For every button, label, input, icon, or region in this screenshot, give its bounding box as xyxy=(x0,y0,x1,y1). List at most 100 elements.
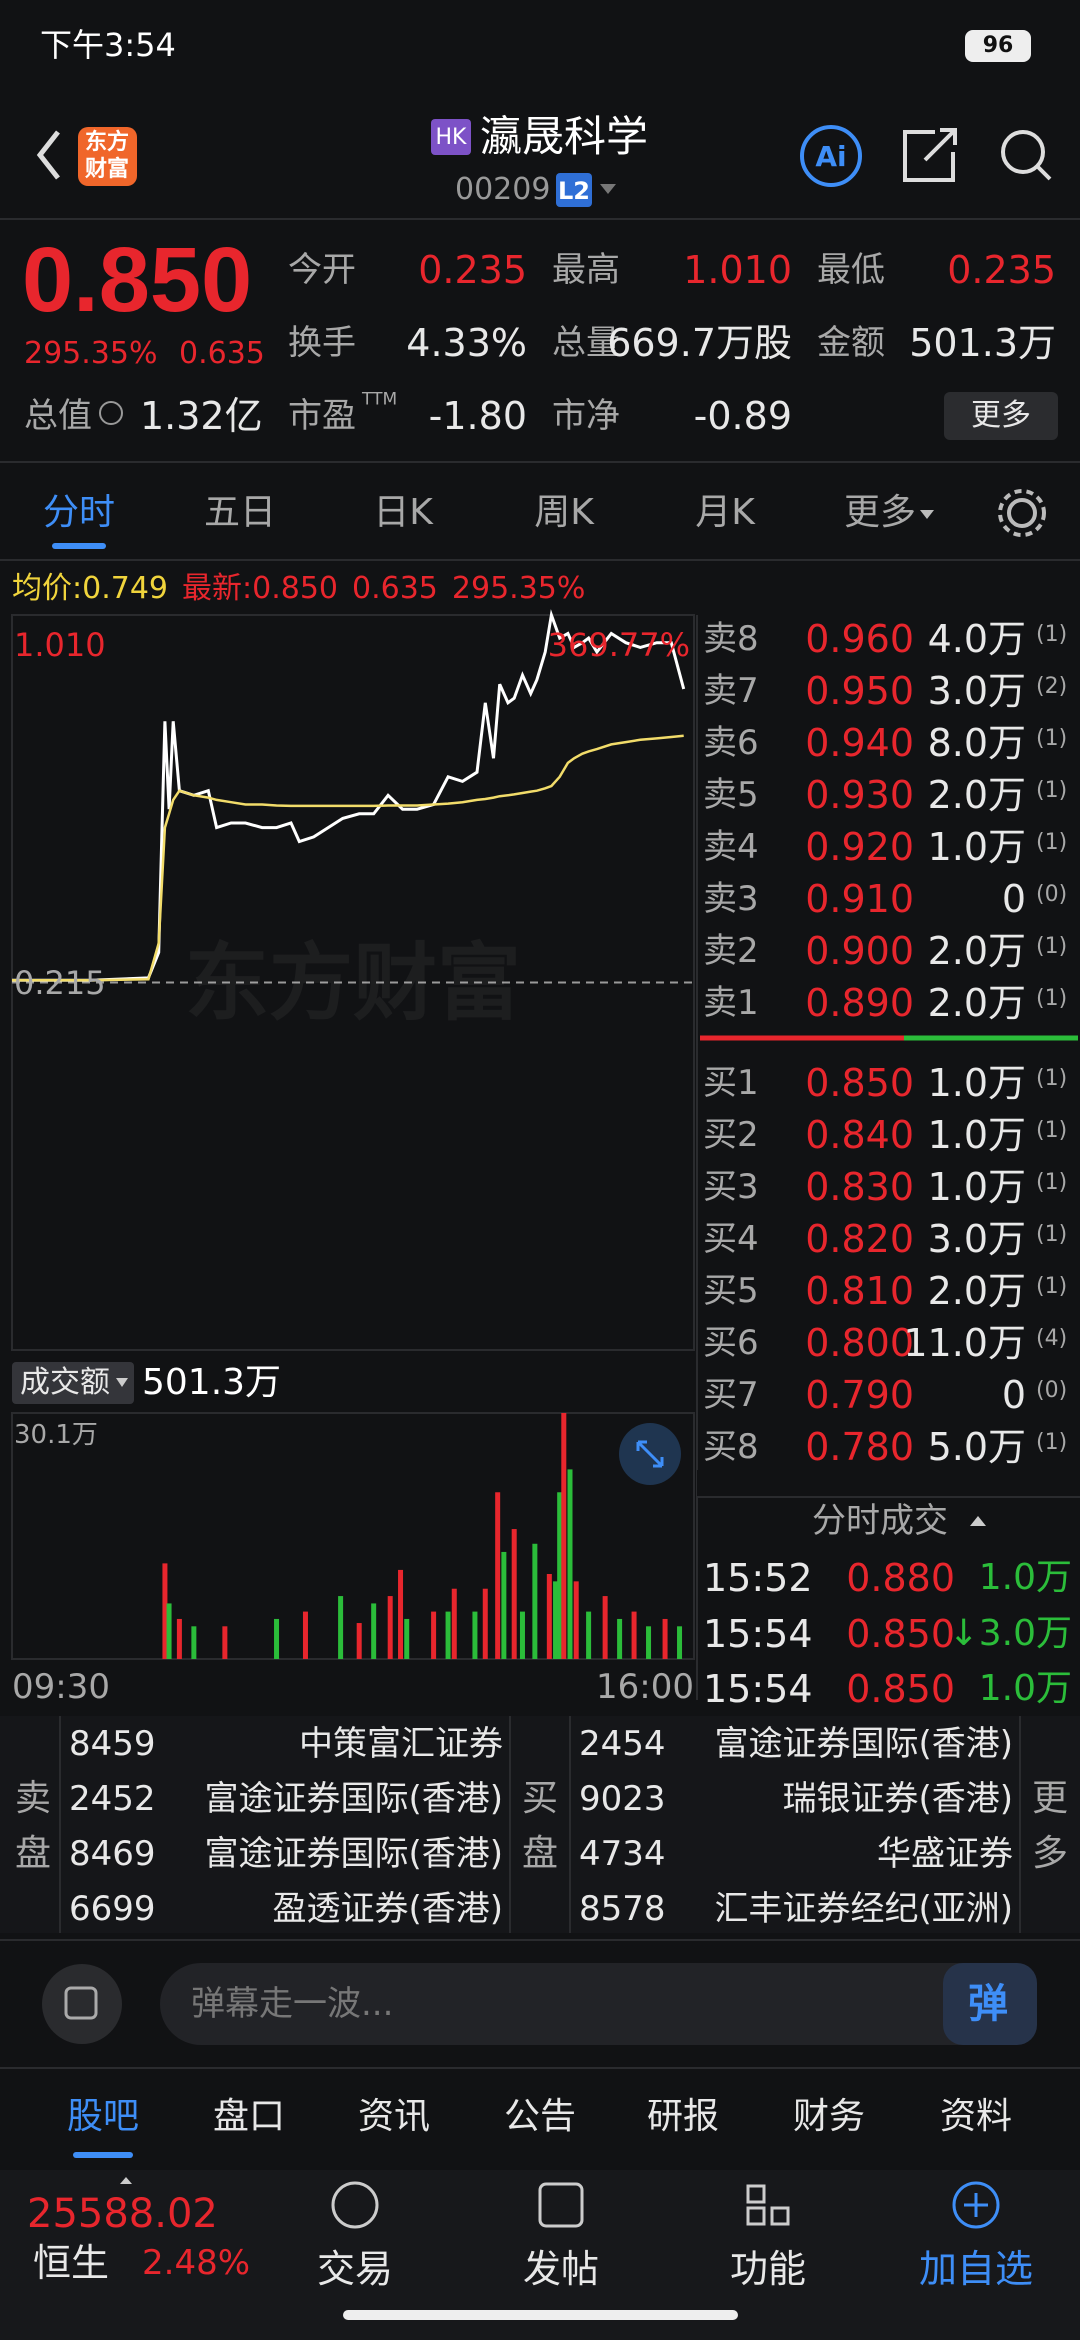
tab[interactable]: 日K xyxy=(373,492,433,533)
volume-bar xyxy=(553,1581,559,1659)
book-label: 买8 xyxy=(703,1427,759,1467)
x-tick-label: 16:00 xyxy=(596,1667,694,1707)
book-count: (1) xyxy=(1036,934,1068,959)
y-tick-label: 0.215 xyxy=(14,963,106,1002)
book-count: (2) xyxy=(1036,674,1068,699)
change: 0.635 xyxy=(179,336,265,371)
book-count: (1) xyxy=(1036,986,1068,1011)
book-count: (0) xyxy=(1036,882,1068,907)
danmaku-button[interactable] xyxy=(943,1963,1037,2045)
func-icon xyxy=(746,2184,766,2204)
more-brokers[interactable]: 多 xyxy=(1031,1833,1069,1874)
nav-item[interactable]: 交易 xyxy=(316,2247,394,2291)
broker-code: 8578 xyxy=(579,1889,666,1929)
func-icon xyxy=(746,2206,766,2226)
caret xyxy=(970,1516,986,1526)
more-brokers[interactable]: 更 xyxy=(1031,1778,1069,1819)
book-volume: 3.0万 xyxy=(927,669,1026,713)
bottom-tab[interactable]: 盘口 xyxy=(212,2096,286,2137)
book-count: (1) xyxy=(1036,622,1068,647)
bottom-tab[interactable]: 股吧 xyxy=(66,2096,140,2137)
chart-info: 均价:0.749 最新:0.850 0.635 295.35% xyxy=(12,574,585,604)
ai-icon: Ai xyxy=(815,140,846,173)
book-label: 卖5 xyxy=(703,775,759,815)
tab-underline xyxy=(52,543,106,549)
bottom-tab[interactable]: 研报 xyxy=(646,2096,720,2137)
add-plus xyxy=(964,2193,988,2217)
book-label: 卖2 xyxy=(703,931,759,971)
bottom-tab[interactable]: 公告 xyxy=(503,2096,577,2137)
volume-selector[interactable] xyxy=(12,1362,134,1404)
info-icon[interactable] xyxy=(99,401,123,425)
book-volume: 5.0万 xyxy=(927,1425,1026,1469)
info-avg-label: 均价: xyxy=(12,571,83,606)
index-value: 25588.02 xyxy=(27,2191,218,2237)
comment-placeholder[interactable]: 弹幕走一波... xyxy=(191,1984,394,2024)
volume-bar xyxy=(573,1581,579,1659)
trades-title[interactable]: 分时成交 xyxy=(812,1501,948,1541)
tab[interactable]: 五日 xyxy=(203,492,277,533)
bottom-tab[interactable]: 资讯 xyxy=(357,2096,431,2137)
caret xyxy=(116,1378,128,1387)
book-count: (1) xyxy=(1036,1066,1068,1091)
ai-button[interactable] xyxy=(800,125,862,187)
nav-item[interactable]: 发帖 xyxy=(522,2247,600,2291)
volume-bar xyxy=(617,1618,623,1659)
book-label: 买5 xyxy=(703,1271,759,1311)
caret xyxy=(600,184,616,194)
price-line xyxy=(12,609,686,982)
book-price: 0.920 xyxy=(805,825,914,869)
status-time: 下午3:54 xyxy=(40,26,176,64)
trade-time: 15:54 xyxy=(703,1667,813,1711)
volume-bar xyxy=(557,1492,563,1659)
book-volume: 2.0万 xyxy=(927,1269,1026,1313)
book-price: 0.830 xyxy=(805,1165,914,1209)
tab[interactable]: 更多 xyxy=(843,492,917,533)
comment-input[interactable] xyxy=(160,1963,1037,2045)
volume-bar xyxy=(561,1413,567,1659)
danmaku-button-text[interactable]: 弹 xyxy=(968,1981,1008,2027)
tab[interactable]: 周K xyxy=(534,492,594,533)
bottom-tab[interactable]: 资料 xyxy=(939,2096,1013,2137)
top-percent: 369.77% xyxy=(547,626,690,664)
more-button-text[interactable]: 更多 xyxy=(971,398,1031,433)
nav-item[interactable]: 功能 xyxy=(729,2247,807,2291)
volume-bar xyxy=(586,1611,592,1659)
expand-icon xyxy=(636,1440,664,1468)
tab-underline xyxy=(73,2152,133,2158)
bottom-tab[interactable]: 财务 xyxy=(792,2096,866,2137)
logo xyxy=(78,127,137,186)
book-price: 0.850 xyxy=(805,1061,914,1105)
book-volume: 0 xyxy=(1001,1373,1026,1417)
post-icon xyxy=(538,2182,584,2228)
share-button[interactable] xyxy=(903,128,957,182)
book-volume: 1.0万 xyxy=(927,825,1026,869)
book-price: 0.950 xyxy=(805,669,914,713)
book-volume: 1.0万 xyxy=(927,1061,1026,1105)
volume-bar xyxy=(495,1492,501,1659)
volume-bar xyxy=(222,1626,228,1659)
tab[interactable]: 月K xyxy=(695,492,755,533)
level-badge-text: L2 xyxy=(558,177,590,205)
trade-time: 15:52 xyxy=(703,1556,813,1600)
book-volume: 11.0万 xyxy=(903,1321,1026,1365)
book-label: 卖7 xyxy=(703,671,759,711)
nav-item[interactable]: 加自选 xyxy=(918,2247,1034,2291)
more-button[interactable] xyxy=(944,392,1058,440)
stock-name: 瀛晟科学 xyxy=(480,112,649,161)
search-handle xyxy=(1035,164,1052,181)
danmaku-toggle[interactable] xyxy=(42,1964,122,2044)
back-button[interactable] xyxy=(36,130,60,180)
volume-label[interactable]: 成交额 xyxy=(20,1365,110,1400)
info-latest-label: 最新: xyxy=(182,571,253,606)
settings-button[interactable] xyxy=(1007,498,1037,528)
volume-bar xyxy=(501,1551,507,1659)
book-price: 0.810 xyxy=(805,1269,914,1313)
tab[interactable]: 分时 xyxy=(42,492,116,533)
search-button[interactable] xyxy=(1001,130,1045,174)
stat-value: 0.235 xyxy=(947,248,1056,292)
book-volume: 2.0万 xyxy=(927,981,1026,1025)
home-indicator xyxy=(343,2310,738,2320)
broker-name: 华盛证券 xyxy=(877,1834,1013,1874)
